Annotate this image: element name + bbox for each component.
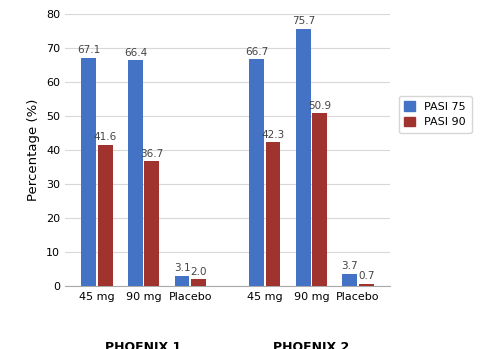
Text: 66.7: 66.7 xyxy=(245,47,268,57)
Bar xyxy=(191,280,206,286)
Bar xyxy=(342,274,357,286)
Bar xyxy=(128,60,143,286)
Bar xyxy=(296,29,310,286)
Text: PHOENIX 1: PHOENIX 1 xyxy=(106,341,182,349)
Bar xyxy=(174,276,190,286)
Text: 50.9: 50.9 xyxy=(308,101,331,111)
Text: 2.0: 2.0 xyxy=(190,267,206,277)
Text: 3.1: 3.1 xyxy=(174,263,190,273)
Text: PHOENIX 2: PHOENIX 2 xyxy=(274,341,349,349)
Text: 36.7: 36.7 xyxy=(140,149,164,159)
Text: 42.3: 42.3 xyxy=(262,130,284,140)
Y-axis label: Percentage (%): Percentage (%) xyxy=(28,99,40,201)
Text: 3.7: 3.7 xyxy=(342,261,358,271)
Text: 41.6: 41.6 xyxy=(94,132,116,142)
Text: 66.4: 66.4 xyxy=(124,48,147,58)
Bar xyxy=(312,113,327,286)
Bar xyxy=(144,161,159,286)
Text: 67.1: 67.1 xyxy=(77,45,100,55)
Bar xyxy=(249,59,264,286)
Bar xyxy=(266,142,280,286)
Bar xyxy=(359,284,374,286)
Bar xyxy=(98,144,112,286)
Legend: PASI 75, PASI 90: PASI 75, PASI 90 xyxy=(399,96,471,133)
Text: 75.7: 75.7 xyxy=(292,16,315,26)
Text: 0.7: 0.7 xyxy=(358,272,374,281)
Bar xyxy=(82,58,96,286)
